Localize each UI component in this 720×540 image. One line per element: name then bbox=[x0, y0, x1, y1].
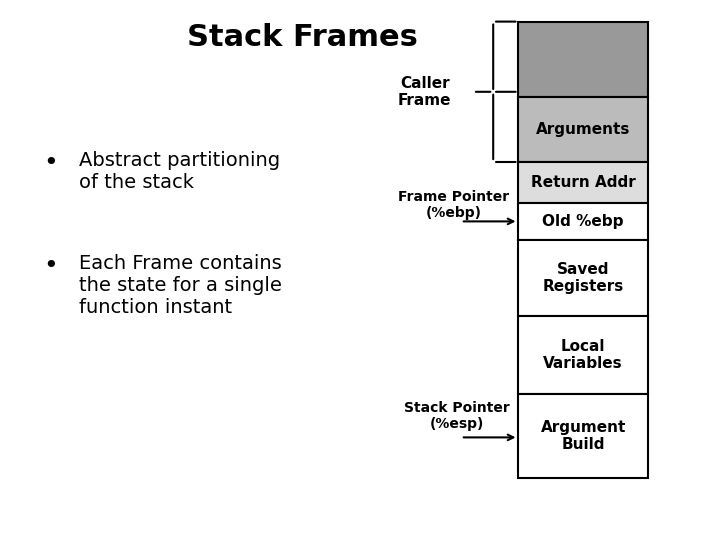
FancyBboxPatch shape bbox=[518, 394, 648, 478]
Text: •: • bbox=[43, 254, 58, 278]
Text: Frame Pointer
(%ebp): Frame Pointer (%ebp) bbox=[398, 190, 509, 220]
Text: Arguments: Arguments bbox=[536, 122, 631, 137]
Text: Return Addr: Return Addr bbox=[531, 175, 636, 190]
Text: Stack Pointer
(%esp): Stack Pointer (%esp) bbox=[405, 401, 510, 431]
Text: Abstract partitioning
of the stack: Abstract partitioning of the stack bbox=[79, 151, 280, 192]
FancyBboxPatch shape bbox=[518, 202, 648, 240]
Text: Caller
Frame: Caller Frame bbox=[398, 76, 451, 108]
Text: Old %ebp: Old %ebp bbox=[542, 214, 624, 229]
Text: Each Frame contains
the state for a single
function instant: Each Frame contains the state for a sing… bbox=[79, 254, 282, 317]
FancyBboxPatch shape bbox=[518, 240, 648, 316]
Text: •: • bbox=[43, 151, 58, 175]
FancyBboxPatch shape bbox=[518, 162, 648, 202]
FancyBboxPatch shape bbox=[518, 97, 648, 162]
FancyBboxPatch shape bbox=[518, 22, 648, 97]
Text: Stack Frames: Stack Frames bbox=[187, 23, 418, 52]
Text: Argument
Build: Argument Build bbox=[541, 420, 626, 453]
FancyBboxPatch shape bbox=[518, 316, 648, 394]
Text: Saved
Registers: Saved Registers bbox=[543, 262, 624, 294]
Text: Local
Variables: Local Variables bbox=[544, 339, 623, 372]
